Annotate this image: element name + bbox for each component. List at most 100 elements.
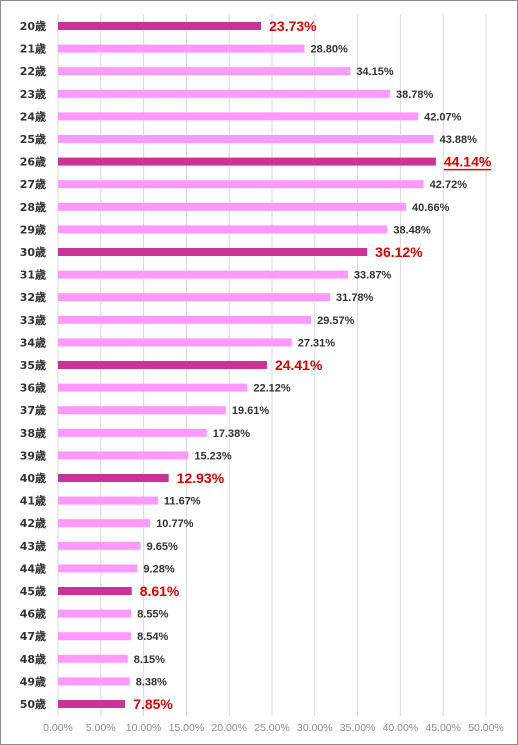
category-label: 27歳 bbox=[20, 177, 46, 191]
category-label: 35歳 bbox=[20, 358, 46, 372]
data-label: 22.12% bbox=[253, 383, 291, 395]
category-labels: 20歳 21歳 22歳 23歳 24歳 25歳 26歳 27歳 28歳 29歳 30歳 31歳 32歳 3… bbox=[20, 19, 46, 711]
data-label: 27.31% bbox=[298, 337, 336, 349]
data-label-highlight: 44.14% bbox=[444, 154, 492, 170]
bar-highlight bbox=[58, 157, 436, 166]
bar bbox=[58, 225, 388, 234]
data-label: 19.61% bbox=[232, 405, 270, 417]
category-label: 32歳 bbox=[20, 290, 46, 304]
data-label: 29.57% bbox=[317, 315, 355, 327]
data-label-highlight: 12.93% bbox=[177, 470, 225, 486]
category-label: 36歳 bbox=[20, 381, 46, 395]
category-label: 34歳 bbox=[20, 335, 46, 349]
category-label: 40歳 bbox=[20, 471, 46, 485]
x-tick-label: 40.00% bbox=[383, 722, 419, 734]
data-label-highlight: 7.85% bbox=[133, 696, 173, 712]
data-label: 9.28% bbox=[143, 563, 174, 575]
x-tick-label: 20.00% bbox=[211, 722, 247, 734]
data-label-highlight: 23.73% bbox=[269, 18, 317, 34]
category-label: 49歳 bbox=[20, 674, 46, 688]
category-label: 31歳 bbox=[20, 268, 46, 282]
bar bbox=[58, 564, 138, 573]
bar-highlight bbox=[58, 22, 262, 30]
data-label: 42.72% bbox=[430, 179, 468, 191]
bar bbox=[58, 609, 132, 618]
bar bbox=[58, 270, 348, 279]
bar-highlight bbox=[58, 700, 126, 708]
data-label: 28.80% bbox=[311, 44, 349, 56]
category-label: 46歳 bbox=[20, 607, 46, 621]
data-label: 8.55% bbox=[137, 609, 168, 621]
bar bbox=[58, 677, 130, 686]
data-label: 11.67% bbox=[164, 496, 201, 508]
data-label: 8.15% bbox=[134, 654, 165, 666]
bar bbox=[58, 67, 351, 76]
data-labels: 23.73% 28.80% 34.15%38.78% 42.07% 43.88% 44.1… bbox=[133, 18, 492, 712]
category-label: 50歳 bbox=[20, 697, 46, 711]
bars bbox=[58, 22, 436, 708]
x-tick-label: 5.00% bbox=[86, 722, 116, 734]
x-axis-ticks: 0.00% 5.00% 10.00% 15.00% 20.00% 25.00% 30.00%… bbox=[43, 722, 504, 734]
x-tick-label: 50.00% bbox=[468, 722, 504, 734]
data-label: 38.48% bbox=[393, 224, 431, 236]
bar bbox=[58, 383, 248, 392]
category-label: 48歳 bbox=[20, 652, 46, 666]
category-label: 43歳 bbox=[20, 539, 46, 553]
data-label: 43.88% bbox=[440, 134, 478, 146]
data-label-highlight: 24.41% bbox=[275, 357, 323, 373]
category-label: 24歳 bbox=[20, 109, 46, 123]
bar bbox=[58, 406, 226, 415]
bar bbox=[58, 315, 312, 324]
bar-highlight bbox=[58, 587, 132, 595]
category-label: 38歳 bbox=[20, 426, 46, 440]
bar bbox=[58, 135, 434, 143]
data-label: 42.07% bbox=[424, 111, 462, 123]
category-label: 29歳 bbox=[20, 222, 46, 236]
category-label: 22歳 bbox=[20, 64, 46, 78]
bar bbox=[58, 202, 407, 211]
category-label: 33歳 bbox=[20, 313, 46, 327]
category-label: 45歳 bbox=[20, 584, 46, 598]
data-label: 8.38% bbox=[136, 676, 167, 688]
data-label: 31.78% bbox=[336, 292, 374, 304]
data-label: 15.23% bbox=[194, 450, 232, 462]
category-label: 23歳 bbox=[20, 87, 46, 101]
bar bbox=[58, 293, 331, 302]
category-label: 39歳 bbox=[20, 448, 46, 462]
bar bbox=[58, 44, 305, 53]
bar-highlight bbox=[58, 248, 368, 256]
x-tick-label: 0.00% bbox=[43, 722, 73, 734]
bar-highlight bbox=[58, 361, 267, 369]
data-label: 17.38% bbox=[213, 428, 251, 440]
category-label: 42歳 bbox=[20, 516, 46, 530]
category-label: 30歳 bbox=[20, 245, 46, 259]
data-label: 10.77% bbox=[156, 518, 194, 530]
data-label: 33.87% bbox=[354, 270, 392, 282]
gridlines bbox=[57, 14, 487, 716]
bar bbox=[58, 654, 128, 663]
bar bbox=[58, 541, 141, 550]
bar bbox=[58, 496, 158, 505]
category-label: 41歳 bbox=[20, 494, 46, 508]
x-tick-label: 35.00% bbox=[340, 722, 376, 734]
x-tick-label: 15.00% bbox=[169, 722, 205, 734]
category-label: 28歳 bbox=[20, 200, 46, 214]
category-label: 37歳 bbox=[20, 403, 46, 417]
bar bbox=[58, 519, 151, 528]
bar bbox=[58, 89, 390, 98]
category-label: 25歳 bbox=[20, 132, 46, 146]
bar bbox=[58, 338, 292, 347]
category-label: 44歳 bbox=[20, 561, 46, 575]
category-label: 26歳 bbox=[20, 155, 46, 169]
bar bbox=[58, 180, 424, 189]
x-tick-label: 10.00% bbox=[126, 722, 162, 734]
category-label: 20歳 bbox=[20, 19, 46, 33]
bar bbox=[58, 451, 189, 460]
bar bbox=[58, 112, 419, 121]
data-label: 9.65% bbox=[147, 541, 178, 553]
data-label: 40.66% bbox=[412, 202, 450, 214]
x-tick-label: 25.00% bbox=[254, 722, 290, 734]
category-label: 47歳 bbox=[20, 629, 46, 643]
